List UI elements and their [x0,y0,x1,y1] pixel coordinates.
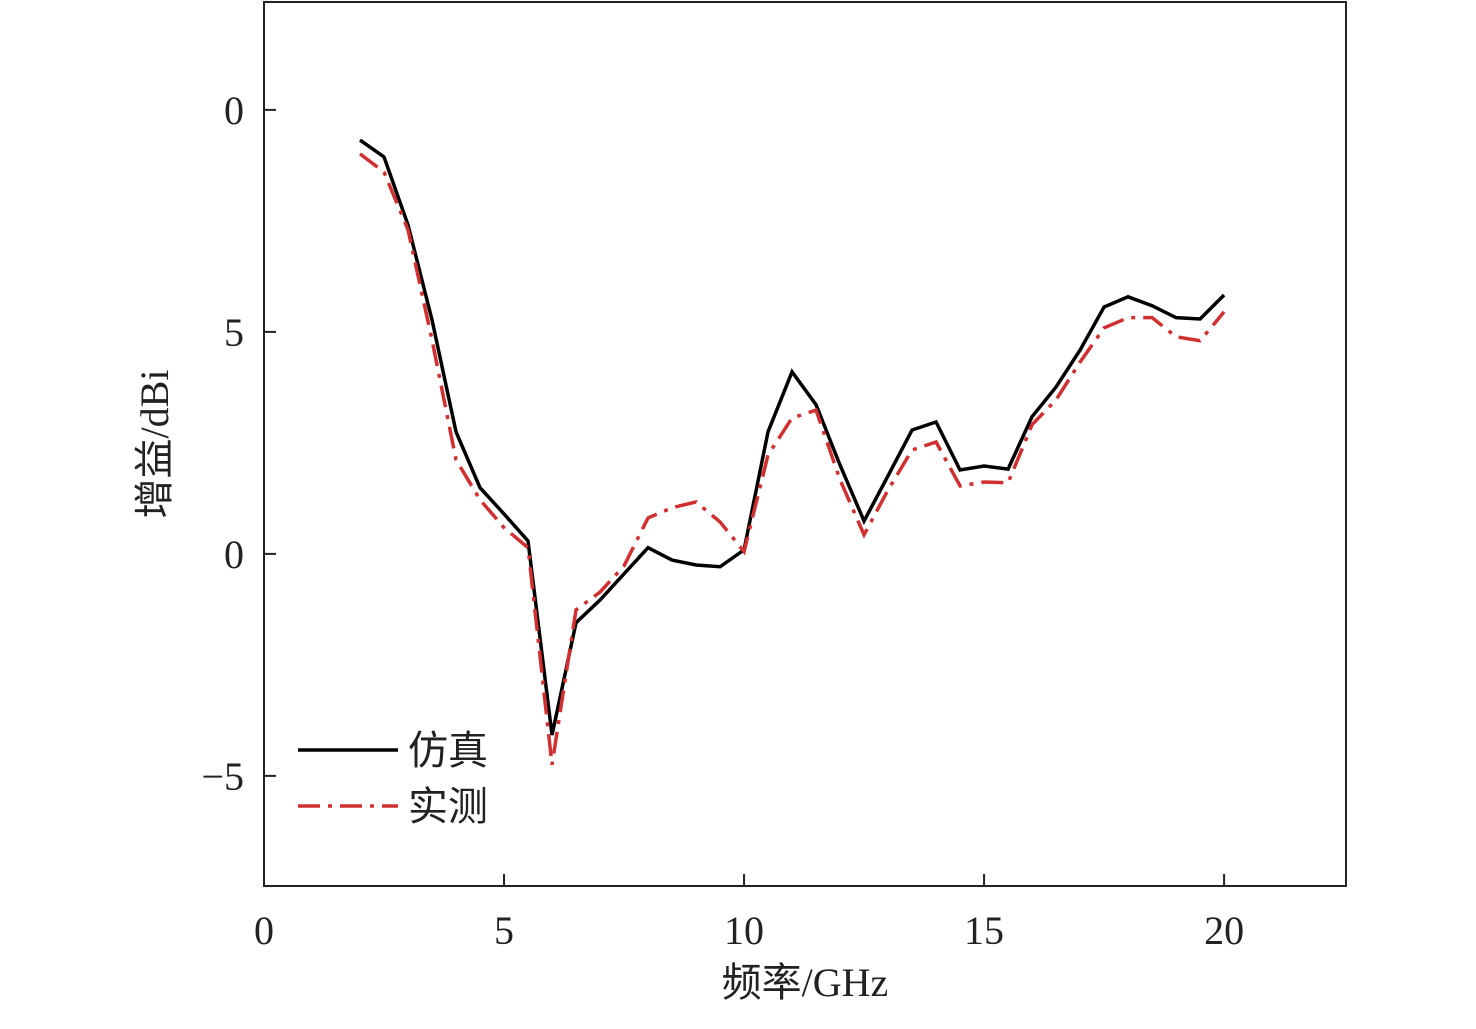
x-tick-label: 15 [964,908,1004,953]
legend-label: 实测 [408,784,488,829]
x-tick-label: 5 [494,908,514,953]
legend-label: 仿真 [408,728,488,773]
y-tick-label: 0 [224,532,244,577]
line-series [359,138,1226,736]
y-tick-label: 5 [224,310,244,355]
x-tick-label: 0 [254,908,274,953]
x-tick-label: 20 [1204,908,1244,953]
y-tick-label: −5 [201,754,244,799]
y-tick-label: 0 [224,88,244,133]
plot-frame [263,1,1347,887]
y-axis-label: 增益/dBi [132,370,177,519]
x-axis-label: 频率/GHz [722,960,889,1005]
x-tick-label: 10 [724,908,764,953]
line-series [358,152,1226,766]
